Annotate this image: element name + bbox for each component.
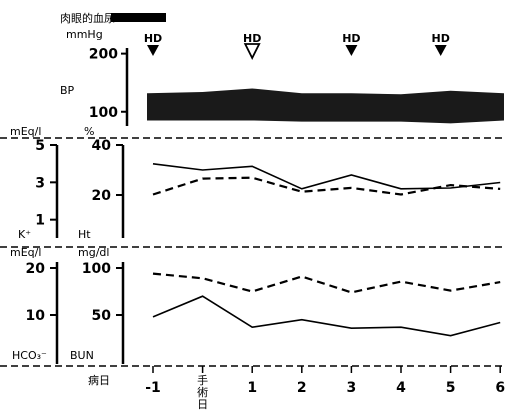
bp-unit: mmHg <box>66 28 103 41</box>
hco3-ticks: 10 20 <box>26 261 57 324</box>
ht-tick-label: 40 <box>92 138 112 154</box>
x-axis: 病日 -1 手術日 1 2 3 4 5 6 <box>88 366 505 411</box>
hco3-label: HCO₃⁻ <box>12 349 47 362</box>
hd-marker-label-2: HD <box>342 32 360 45</box>
x-axis-label: 病日 <box>88 373 110 387</box>
x-tick-label: 2 <box>297 380 307 396</box>
k-ht-right-unit: % <box>84 125 94 138</box>
bun-series-line <box>152 295 501 337</box>
k-tick-label: 5 <box>35 138 45 154</box>
hco3-bun-left-unit: mEq/l <box>10 246 41 259</box>
hco3-bun-panel: mEq/l mg/dl 10 20 50 100 HCO₃⁻ BUN <box>10 246 501 364</box>
x-tick-label: 3 <box>347 380 357 396</box>
x-tick-label: 手術日 <box>197 373 208 411</box>
hd-open-triangle-1 <box>243 43 261 61</box>
x-ticks: -1 手術日 1 2 3 4 5 6 <box>145 366 505 411</box>
x-tick-label: -1 <box>145 380 161 396</box>
bun-label: BUN <box>70 349 94 362</box>
bun-tick-label: 100 <box>82 261 111 277</box>
k-series-line <box>152 176 501 196</box>
ht-label: Ht <box>78 228 91 241</box>
hd-marker-label-3: HD <box>432 32 450 45</box>
hd-filled-triangle-3 <box>434 45 447 56</box>
x-tick-label: 5 <box>446 380 456 396</box>
hd-markers: HD HD HD HD <box>144 32 450 61</box>
bp-tick-label: 100 <box>89 105 118 121</box>
hco3-series-line <box>152 272 501 294</box>
legend-label: 肉眼的血尿 <box>60 11 115 25</box>
bp-tick-label: 200 <box>89 47 118 63</box>
k-ticks: 1 3 5 <box>35 138 57 229</box>
bp-band <box>147 88 504 124</box>
ht-series-line <box>152 163 501 190</box>
k-tick-label: 3 <box>35 175 45 191</box>
k-tick-label: 1 <box>35 213 45 229</box>
hco3-tick-label: 10 <box>26 308 46 324</box>
legend-hematuria-bar <box>111 13 166 22</box>
hd-marker-label-0: HD <box>144 32 162 45</box>
hco3-tick-label: 20 <box>26 261 46 277</box>
hco3-bun-right-unit: mg/dl <box>78 246 109 259</box>
bp-ticks: 100 200 <box>89 47 127 121</box>
bp-label: BP <box>60 84 75 97</box>
bun-tick-label: 50 <box>92 308 112 324</box>
ht-tick-label: 20 <box>92 188 112 204</box>
hd-filled-triangle-0 <box>147 45 159 56</box>
x-tick-label: 4 <box>396 380 406 396</box>
hd-marker-label-1: HD <box>243 32 261 45</box>
hd-filled-triangle-2 <box>345 45 358 56</box>
bun-ticks: 50 100 <box>82 261 123 324</box>
k-label: K⁺ <box>18 228 31 241</box>
bp-panel: mmHg BP 100 200 <box>60 28 504 126</box>
x-tick-label: 1 <box>247 380 257 396</box>
x-tick-label: 6 <box>495 380 505 396</box>
k-ht-left-unit: mEq/l <box>10 125 41 138</box>
